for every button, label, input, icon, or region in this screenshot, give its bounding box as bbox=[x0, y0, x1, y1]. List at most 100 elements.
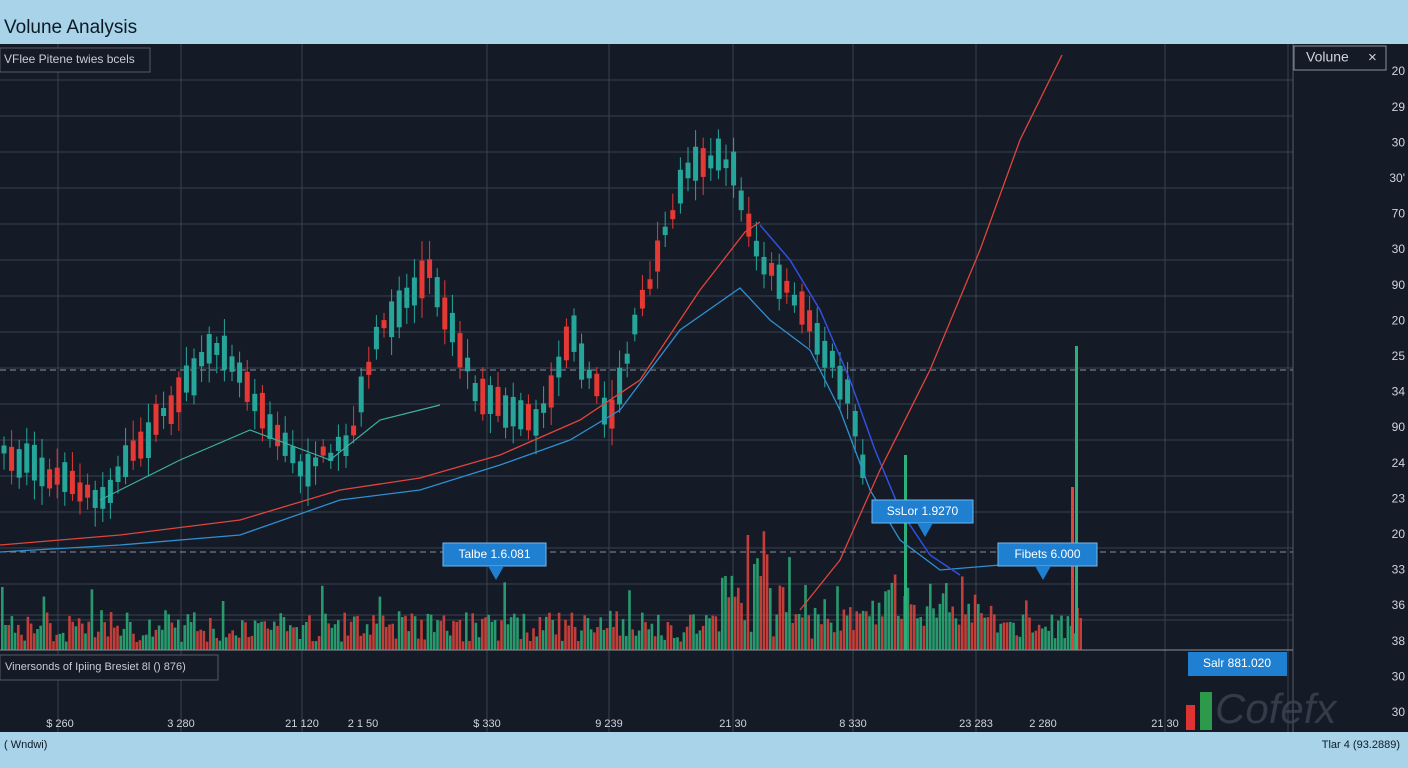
candle-body bbox=[39, 457, 45, 487]
volume-bar bbox=[596, 627, 599, 650]
volume-bar bbox=[173, 627, 177, 650]
callouts: Talbe 1.6.081 SsLor 1.9270 Fibets 6.000 bbox=[442, 499, 1098, 580]
volume-bar bbox=[90, 589, 94, 650]
candle-body bbox=[601, 397, 607, 425]
candle-body bbox=[761, 256, 767, 275]
volume-bar bbox=[810, 638, 814, 650]
volume-bar bbox=[775, 614, 778, 650]
volume-bar bbox=[605, 628, 609, 650]
volume-bar bbox=[983, 617, 986, 650]
volume-bar bbox=[269, 629, 273, 650]
volume-bar bbox=[109, 612, 113, 650]
volume-bar bbox=[653, 636, 657, 650]
volume-bar bbox=[842, 609, 846, 650]
candle-body bbox=[313, 457, 319, 467]
x-tick-label: 2 1 50 bbox=[348, 718, 379, 730]
status-bar bbox=[0, 732, 1408, 768]
candle-body bbox=[639, 289, 645, 309]
x-tick-label: 21 30 bbox=[1151, 718, 1179, 730]
volume-bar bbox=[1031, 632, 1034, 650]
volume-bar bbox=[394, 638, 398, 650]
volume-bar bbox=[180, 641, 183, 650]
volume-bar bbox=[698, 630, 702, 650]
volume-bar bbox=[449, 635, 452, 650]
volume-bar bbox=[580, 630, 583, 650]
volume-bar bbox=[996, 632, 999, 650]
legend: VFlee Pitene twies bcels bbox=[4, 52, 135, 66]
y-tick-label: 30 bbox=[1392, 705, 1406, 719]
volume-bar bbox=[1015, 635, 1018, 650]
volume-bar bbox=[548, 612, 551, 650]
volume-bar bbox=[631, 629, 634, 650]
volume-bar bbox=[308, 615, 311, 650]
volume-bar bbox=[129, 621, 132, 650]
volume-bar bbox=[397, 611, 401, 650]
volume-bar bbox=[237, 637, 241, 650]
volume-bar bbox=[884, 591, 887, 650]
volume-bar bbox=[602, 629, 606, 650]
volume-bar bbox=[973, 594, 977, 650]
volume-bar bbox=[929, 583, 932, 650]
volume-bar bbox=[737, 587, 740, 650]
volume-bar bbox=[497, 640, 500, 650]
candle-body bbox=[655, 240, 661, 272]
volume-bar bbox=[484, 617, 487, 650]
volume-bar bbox=[1, 586, 4, 650]
volume-bar bbox=[311, 641, 314, 650]
volume-bar bbox=[401, 616, 404, 650]
callout-text: Talbe 1.6.081 bbox=[458, 547, 530, 561]
volume-bar bbox=[813, 607, 817, 650]
volume-bar bbox=[1025, 600, 1028, 650]
candle-body bbox=[69, 470, 75, 495]
candle-body bbox=[617, 367, 623, 405]
candle-body bbox=[47, 469, 53, 489]
volume-bar bbox=[836, 586, 839, 650]
volume-bar bbox=[1009, 621, 1012, 650]
panel-tab[interactable] bbox=[1293, 45, 1387, 71]
volume-bar bbox=[925, 606, 929, 650]
candle-body bbox=[366, 361, 372, 375]
volume-bar bbox=[369, 634, 372, 650]
volume-bar bbox=[561, 640, 564, 650]
volume-bar bbox=[87, 621, 90, 650]
volume-bar bbox=[253, 620, 257, 650]
panel-title: Volune bbox=[1306, 49, 1349, 65]
volume-bar bbox=[285, 631, 289, 650]
volume-bar bbox=[279, 613, 282, 650]
volume-bar bbox=[567, 625, 570, 650]
volume-bar bbox=[356, 615, 359, 650]
candle-body bbox=[541, 403, 547, 413]
volume-bar bbox=[289, 625, 292, 650]
candle-body bbox=[427, 259, 433, 278]
y-tick-label: 38 bbox=[1392, 634, 1406, 648]
volume-bar bbox=[637, 630, 641, 650]
volume-bar bbox=[913, 604, 916, 650]
candle-body bbox=[404, 287, 410, 308]
y-tick-label: 36 bbox=[1392, 598, 1406, 612]
candle-body bbox=[77, 482, 83, 502]
volume-bar bbox=[1073, 633, 1076, 650]
candle-body bbox=[419, 260, 425, 299]
volume-bar bbox=[727, 597, 730, 650]
volume-bar bbox=[1037, 624, 1041, 650]
volume-bar bbox=[871, 600, 874, 650]
volume-bar bbox=[417, 638, 420, 650]
candle-body bbox=[472, 382, 478, 402]
volume-bar bbox=[337, 620, 340, 650]
panel-close[interactable]: × bbox=[1368, 49, 1377, 66]
candle-body bbox=[381, 320, 387, 329]
volume-bar bbox=[881, 616, 884, 650]
volume-bar bbox=[145, 634, 148, 650]
volume-bar bbox=[772, 636, 775, 650]
volume-bar bbox=[209, 617, 212, 650]
volume-bar bbox=[481, 618, 484, 650]
volume-bar bbox=[346, 635, 350, 650]
volume-bar bbox=[679, 641, 682, 650]
volume-bar bbox=[410, 613, 414, 650]
y-tick-label: 90 bbox=[1392, 278, 1406, 292]
volume-bar bbox=[7, 624, 10, 650]
volume-bar bbox=[999, 623, 1002, 650]
logo-candle bbox=[1186, 705, 1195, 730]
volume-bars bbox=[1, 346, 1082, 650]
candle-body bbox=[237, 362, 243, 383]
